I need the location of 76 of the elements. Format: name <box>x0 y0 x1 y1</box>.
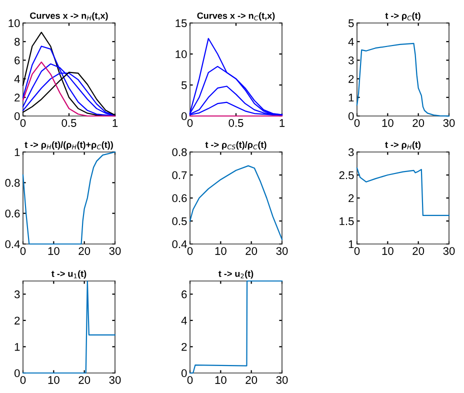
y-tick-label: 0.7 <box>172 171 187 180</box>
x-tick-label: 1 <box>112 119 118 127</box>
x-tick-label: 20 <box>246 376 258 384</box>
x-tick-label: 30 <box>109 247 121 255</box>
chart-title: t -> u$_{1}$(t) <box>52 270 86 279</box>
y-tick-label: 0.4 <box>172 240 187 248</box>
x-tick-label: 30 <box>443 119 455 127</box>
y-tick-label: 0.4 <box>5 240 20 248</box>
x-tick-label: 30 <box>276 247 288 255</box>
y-tick-label: 1 <box>14 148 20 156</box>
y-tick-label: 2 <box>14 316 20 324</box>
y-tick-label: 3 <box>14 290 20 298</box>
chart-title: Curves x -> n$_{H}$(t,x) <box>30 12 108 21</box>
y-tick-label: 5 <box>181 81 187 90</box>
y-tick-label: 0 <box>181 369 187 378</box>
x-tick-label: 10 <box>382 119 394 127</box>
y-tick-label: 10 <box>8 19 20 28</box>
y-tick-label: 2 <box>14 94 20 102</box>
x-tick-label: 30 <box>109 376 121 384</box>
y-tick-label: 1 <box>348 94 354 102</box>
x-tick-label: 30 <box>443 247 455 255</box>
x-tick-label: 20 <box>412 247 424 255</box>
x-tick-label: 10 <box>215 376 226 384</box>
y-tick-label: 10 <box>176 50 187 58</box>
chart-title: t -> u$_{2}$(t) <box>218 270 254 279</box>
x-tick-label: 0 <box>187 247 193 255</box>
x-tick-label: 10 <box>382 247 394 255</box>
y-tick-label: 2 <box>348 75 354 83</box>
x-tick-label: 0 <box>20 376 26 384</box>
x-tick-label: 0 <box>354 247 360 255</box>
y-tick-label: 6 <box>182 290 187 298</box>
y-tick-label: 0.5 <box>172 217 187 226</box>
y-tick-label: 3 <box>348 148 354 156</box>
y-tick-label: 2 <box>348 194 354 202</box>
y-tick-label: 0 <box>14 369 20 378</box>
x-tick-label: 20 <box>78 247 90 255</box>
x-tick-label: 10 <box>48 376 60 384</box>
y-tick-label: 0.6 <box>5 210 20 218</box>
x-tick-label: 10 <box>48 247 60 255</box>
y-tick-label: 6 <box>14 56 20 64</box>
chart-title: t -> ρ$_{CS}$(t)/ρ$_{C}$(t) <box>205 141 266 150</box>
y-tick-label: 3 <box>348 56 354 64</box>
x-tick-label: 0 <box>20 119 26 127</box>
y-tick-label: 0 <box>181 112 187 120</box>
chart-title: Curves x -> n$_{C}$(t,x) <box>197 12 275 21</box>
x-tick-label: 0 <box>20 247 26 255</box>
x-tick-label: 20 <box>412 119 424 127</box>
y-tick-label: 4 <box>348 38 354 46</box>
chart-title: t -> ρ$_{C}$(t) <box>385 12 420 21</box>
y-tick-label: 2.5 <box>339 171 354 180</box>
y-tick-label: 8 <box>14 38 20 46</box>
x-tick-label: 10 <box>215 247 226 255</box>
y-tick-label: 1 <box>14 343 20 351</box>
x-tick-label: 0.5 <box>228 119 244 127</box>
chart-title: t -> ρ$_{H}$(t) <box>385 141 421 150</box>
x-tick-label: 0 <box>187 119 193 127</box>
y-tick-label: 5 <box>348 19 354 28</box>
y-tick-label: 0.8 <box>172 148 187 156</box>
y-tick-label: 0 <box>348 112 354 120</box>
y-tick-label: 1 <box>348 240 354 248</box>
x-tick-label: 0.5 <box>62 119 76 127</box>
x-tick-label: 20 <box>246 247 258 255</box>
y-tick-label: 0.6 <box>172 194 187 202</box>
y-tick-label: 1.5 <box>340 217 354 226</box>
x-tick-label: 0 <box>187 376 193 384</box>
x-tick-label: 0 <box>354 119 360 127</box>
y-tick-label: 4 <box>181 316 187 324</box>
x-tick-label: 1 <box>280 119 285 127</box>
y-tick-label: 0.8 <box>5 178 20 187</box>
y-tick-label: 15 <box>176 19 187 28</box>
y-tick-label: 2 <box>182 342 187 351</box>
chart-title: t -> ρ$_{H}$(t)/(ρ$_{H}$(t)+ρ$_{C}$(t)) <box>24 141 113 150</box>
x-tick-label: 20 <box>78 376 90 384</box>
y-tick-label: 0 <box>14 112 20 120</box>
x-tick-label: 30 <box>276 376 288 384</box>
y-tick-label: 4 <box>14 75 20 83</box>
